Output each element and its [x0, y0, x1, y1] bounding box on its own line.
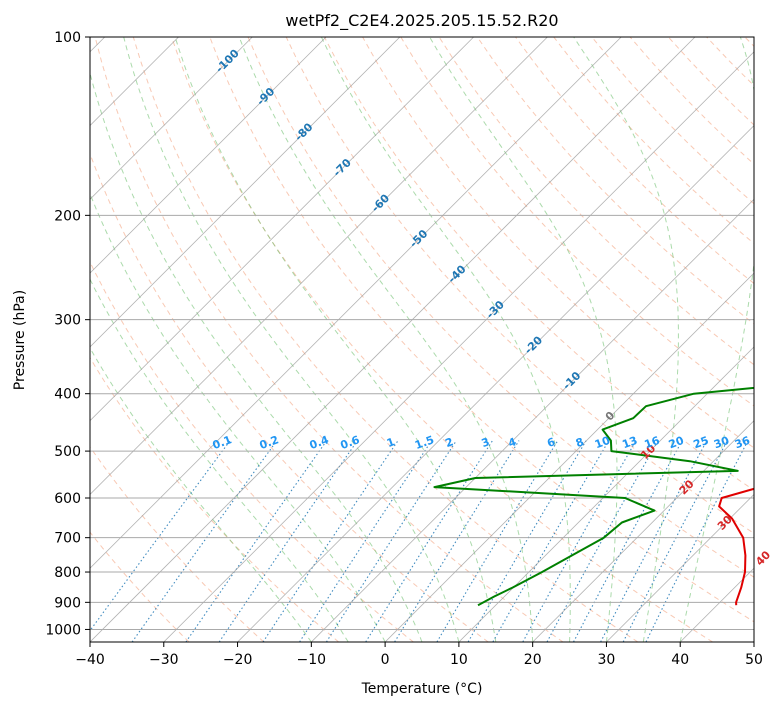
- y-tick-label: 900: [54, 595, 81, 611]
- mixing-ratio-label: 10: [593, 434, 612, 452]
- y-tick-label: 100: [54, 30, 81, 46]
- mixing-ratio-line: [131, 440, 278, 642]
- mixing-ratio-label: 20: [667, 434, 686, 452]
- mixing-ratio-line: [185, 440, 328, 642]
- dry-adiabat: [209, 37, 754, 623]
- y-tick-label: 800: [54, 565, 81, 581]
- mixing-ratio-line: [467, 440, 587, 642]
- moist-adiabat: [90, 278, 349, 642]
- y-axis-label: Pressure (hPa): [12, 290, 28, 390]
- x-tick-label: 40: [671, 652, 689, 668]
- mixing-ratio-line: [299, 440, 433, 642]
- mixing-ratio-line: [546, 440, 659, 642]
- isotherm-line: [90, 37, 696, 642]
- mixing-ratio-line: [573, 440, 683, 642]
- moist-adiabat: [320, 37, 571, 642]
- temperature-trace: [718, 487, 754, 606]
- mixing-ratio-line: [365, 440, 493, 642]
- y-tick-label: 1000: [45, 622, 81, 638]
- mixing-ratio-line: [436, 440, 559, 642]
- isotherm-line: [90, 37, 327, 274]
- dry-adiabat: [362, 37, 754, 449]
- mixing-ratio-label: 1.5: [413, 433, 436, 452]
- plot-frame: [89, 36, 755, 643]
- data-series: [433, 386, 754, 607]
- mixing-ratio-line: [492, 440, 610, 642]
- mixing-ratio-line: [645, 440, 749, 642]
- mixing-ratio-label: 0.4: [308, 433, 331, 452]
- mixing-ratio-label: 25: [692, 434, 711, 451]
- mixing-ratio-line: [325, 440, 457, 642]
- y-tick-label: 600: [54, 491, 81, 507]
- y-tick-label: 300: [54, 313, 81, 329]
- x-axis-label: Temperature (°C): [361, 681, 483, 697]
- mixing-ratio-label: 16: [643, 434, 662, 452]
- dry-adiabat: [94, 37, 564, 642]
- moist-adiabat: [123, 37, 460, 642]
- y-tick-label: 500: [54, 444, 81, 460]
- isotherm-line: [311, 198, 754, 642]
- isotherm-line: [90, 37, 548, 496]
- mixing-ratio-label: 30: [712, 434, 731, 452]
- x-tick-label: 0: [381, 652, 390, 668]
- dry-adiabat: [171, 37, 713, 642]
- isotherm-line: [90, 37, 622, 569]
- mixing-ratio-line: [218, 440, 358, 642]
- dry-adiabat: [90, 531, 190, 642]
- mixing-ratio-label: 2: [444, 435, 456, 450]
- mixing-ratio-label: 3: [480, 435, 492, 450]
- isotherm-line: [90, 37, 253, 200]
- moist-adiabat: [90, 192, 386, 642]
- dry-adiabat: [476, 37, 754, 325]
- dry-adiabat: [90, 356, 339, 642]
- y-tick-label: 200: [54, 208, 81, 224]
- mixing-ratio-label: 36: [733, 434, 752, 452]
- y-tick-label: 700: [54, 531, 81, 547]
- moist-adiabat: [429, 37, 618, 642]
- plot-background: [90, 37, 754, 642]
- x-tick-label: 30: [597, 652, 615, 668]
- moist-adiabat: [90, 347, 312, 642]
- x-tick-label: −10: [297, 652, 327, 668]
- background-lines: [90, 37, 754, 642]
- moist-adiabat: [90, 71, 423, 642]
- dry-adiabat: [247, 37, 754, 578]
- x-tick-label: −30: [149, 652, 179, 668]
- dry-adiabat: [515, 37, 754, 285]
- isotherm-line: [606, 493, 754, 642]
- isotherm-line: [458, 346, 754, 642]
- mixing-ratio-label: 6: [545, 435, 557, 450]
- dry-adiabat: [400, 37, 754, 407]
- isotherm-line: [90, 37, 401, 348]
- isotherm-line: [237, 124, 754, 642]
- mixing-ratio-label: 4: [506, 435, 518, 450]
- dry-adiabat: [90, 152, 489, 642]
- chart-title: wetPf2_C2E4.2025.205.15.52.R20: [285, 11, 558, 31]
- x-tick-label: −40: [75, 652, 105, 668]
- mixing-ratio-label: 1: [385, 435, 397, 450]
- mixing-ratio-line: [262, 440, 399, 642]
- moist-adiabat: [573, 37, 679, 642]
- x-tick-label: −20: [223, 652, 253, 668]
- x-tick-label: 50: [745, 652, 763, 668]
- moist-adiabat: [238, 37, 534, 642]
- axis-ticks: −40 −30 −20 −10 0 10 20 30 40 5010020030040050060…: [45, 30, 763, 668]
- isotherm-label: 40: [753, 548, 773, 568]
- mixing-ratio-line: [90, 440, 231, 632]
- mixing-ratio-label: 8: [574, 435, 586, 450]
- x-tick-label: 20: [524, 652, 542, 668]
- mixing-ratio-label: 13: [620, 434, 639, 451]
- dewpoint-trace: [433, 386, 754, 607]
- mixing-ratio-line: [522, 440, 637, 642]
- isotherm-line: [90, 37, 474, 422]
- mixing-ratio-label: 0.2: [258, 433, 281, 452]
- isotherm-line: [384, 272, 754, 642]
- y-tick-label: 400: [54, 387, 81, 403]
- isotherm-line: [163, 51, 754, 642]
- x-tick-label: 10: [450, 652, 468, 668]
- mixing-ratio-label: 0.1: [211, 433, 234, 452]
- isotherm-line: [532, 420, 754, 642]
- mixing-ratio-label: 0.6: [339, 433, 362, 452]
